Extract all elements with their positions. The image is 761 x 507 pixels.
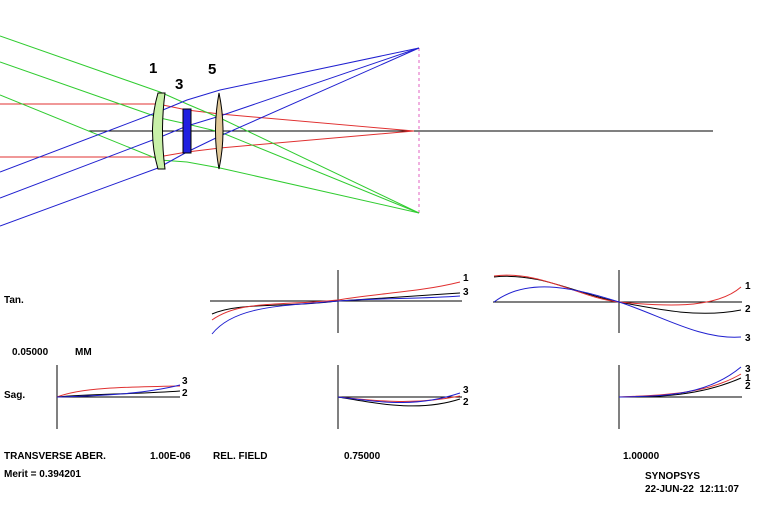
surface-label-1: 1 (149, 60, 157, 77)
tan-full-curve-2 (493, 275, 742, 314)
surface-label-3: 3 (175, 76, 183, 93)
tan-mid-curve-1 (211, 281, 461, 321)
rel-field-label: REL. FIELD (213, 451, 267, 462)
scale-value: 0.05000 (12, 347, 49, 358)
sag-axis-label-2: 2 (182, 388, 188, 399)
surface-label-5: 5 (208, 61, 216, 78)
tan-mid-curve-3 (211, 295, 461, 335)
sag-mid-curve-2 (337, 396, 461, 407)
wavelength-value: 1.00E-06 (150, 451, 191, 462)
sag-full-label-1: 1 (745, 373, 751, 384)
sag-axis-curve-1 (56, 385, 181, 398)
sag-mid-label-3: 3 (463, 385, 469, 396)
field-max-value: 1.00000 (623, 451, 660, 462)
sag-full-label-3: 3 (745, 364, 751, 375)
field-mid-value: 0.75000 (344, 451, 381, 462)
tan-full-curve-3 (493, 286, 742, 338)
run-datetime: 22-JUN-22 12:11:07 (645, 484, 739, 495)
sag-plot-mid-field: 3 2 (337, 365, 469, 429)
merit-value: Merit = 0.394201 (4, 469, 81, 480)
sag-axis-label-3: 3 (182, 376, 188, 387)
sag-axis-curve-3 (56, 384, 181, 398)
scale-unit: MM (75, 347, 92, 358)
tan-mid-label-3: 3 (463, 287, 469, 298)
tan-full-label-2: 2 (745, 304, 751, 315)
sag-mid-label-2: 2 (463, 397, 469, 408)
tan-full-curve-1 (493, 274, 742, 306)
sag-plot-axis: 3 2 (56, 365, 188, 429)
lens-layout: 1 3 5 (0, 35, 713, 227)
sag-full-curve-3 (618, 366, 742, 398)
tan-mid-curve-2 (211, 292, 461, 315)
lens-element-5 (215, 92, 224, 170)
sag-mid-curve-3 (337, 392, 461, 403)
tan-plot-mid-field: 1 3 (210, 270, 469, 335)
transverse-aber-label: TRANSVERSE ABER. (4, 451, 106, 462)
sag-full-label-2: 2 (745, 381, 751, 392)
tan-full-label-1: 1 (745, 281, 751, 292)
tan-plot-full-field: 1 2 3 (493, 270, 751, 344)
sag-full-curve-2 (618, 377, 742, 398)
sag-row-label: Sag. (4, 390, 25, 401)
program-name: SYNOPSYS (645, 471, 700, 482)
lens-element-1 (152, 92, 166, 170)
lens-element-3 (182, 108, 192, 154)
tan-mid-label-1: 1 (463, 273, 469, 284)
sag-plot-full-field: 3 1 2 (618, 364, 751, 429)
tan-full-label-3: 3 (745, 333, 751, 344)
tan-row-label: Tan. (4, 295, 24, 306)
